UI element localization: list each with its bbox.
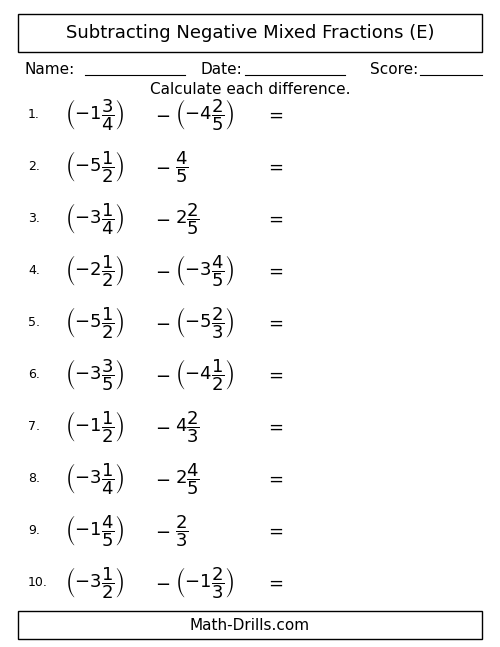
Text: 6.: 6.	[28, 369, 40, 382]
Text: 1.: 1.	[28, 109, 40, 122]
Text: $=$: $=$	[265, 262, 283, 280]
Text: $2\dfrac{4}{5}$: $2\dfrac{4}{5}$	[175, 461, 200, 497]
Text: $\dfrac{4}{5}$: $\dfrac{4}{5}$	[175, 149, 188, 185]
Text: 10.: 10.	[28, 576, 48, 589]
Text: $-$: $-$	[155, 418, 170, 436]
Text: $=$: $=$	[265, 158, 283, 176]
Text: $4\dfrac{2}{3}$: $4\dfrac{2}{3}$	[175, 409, 200, 445]
Text: $\left(-2\dfrac{1}{2}\right)$: $\left(-2\dfrac{1}{2}\right)$	[65, 253, 124, 289]
Text: 2.: 2.	[28, 160, 40, 173]
Text: $\left(-4\dfrac{1}{2}\right)$: $\left(-4\dfrac{1}{2}\right)$	[175, 357, 234, 393]
Text: $\left(-5\dfrac{1}{2}\right)$: $\left(-5\dfrac{1}{2}\right)$	[65, 149, 124, 185]
Text: Name:: Name:	[25, 61, 75, 76]
Text: $2\dfrac{2}{5}$: $2\dfrac{2}{5}$	[175, 201, 200, 237]
Text: $\left(-5\dfrac{1}{2}\right)$: $\left(-5\dfrac{1}{2}\right)$	[65, 305, 124, 341]
Text: $=$: $=$	[265, 418, 283, 436]
Text: $=$: $=$	[265, 210, 283, 228]
Text: $\dfrac{2}{3}$: $\dfrac{2}{3}$	[175, 513, 188, 549]
Text: $\left(-3\dfrac{1}{4}\right)$: $\left(-3\dfrac{1}{4}\right)$	[65, 461, 124, 497]
Text: $\left(-3\dfrac{4}{5}\right)$: $\left(-3\dfrac{4}{5}\right)$	[175, 253, 234, 289]
Text: Score:: Score:	[370, 61, 418, 76]
Text: $-$: $-$	[155, 262, 170, 280]
Text: $=$: $=$	[265, 106, 283, 124]
Text: $-$: $-$	[155, 314, 170, 332]
Text: $\left(-5\dfrac{2}{3}\right)$: $\left(-5\dfrac{2}{3}\right)$	[175, 305, 234, 341]
Text: $\left(-4\dfrac{2}{5}\right)$: $\left(-4\dfrac{2}{5}\right)$	[175, 97, 234, 133]
Text: $=$: $=$	[265, 314, 283, 332]
Text: $=$: $=$	[265, 522, 283, 540]
FancyBboxPatch shape	[18, 14, 482, 52]
Text: $\left(-3\dfrac{3}{5}\right)$: $\left(-3\dfrac{3}{5}\right)$	[65, 357, 124, 393]
Text: Math-Drills.com: Math-Drills.com	[190, 617, 310, 633]
Text: 5.: 5.	[28, 316, 40, 329]
Text: Date:: Date:	[200, 61, 242, 76]
Text: $\left(-1\dfrac{2}{3}\right)$: $\left(-1\dfrac{2}{3}\right)$	[175, 565, 234, 601]
Text: 3.: 3.	[28, 212, 40, 226]
Text: $\left(-3\dfrac{1}{2}\right)$: $\left(-3\dfrac{1}{2}\right)$	[65, 565, 124, 601]
Text: $-$: $-$	[155, 210, 170, 228]
Text: $\left(-1\dfrac{1}{2}\right)$: $\left(-1\dfrac{1}{2}\right)$	[65, 409, 124, 445]
Text: $=$: $=$	[265, 366, 283, 384]
Text: $=$: $=$	[265, 574, 283, 592]
Text: 8.: 8.	[28, 472, 40, 485]
Text: $-$: $-$	[155, 522, 170, 540]
Text: $\left(-1\dfrac{4}{5}\right)$: $\left(-1\dfrac{4}{5}\right)$	[65, 513, 124, 549]
Text: $-$: $-$	[155, 158, 170, 176]
Text: $-$: $-$	[155, 574, 170, 592]
Text: $-$: $-$	[155, 366, 170, 384]
Text: $-$: $-$	[155, 106, 170, 124]
Text: Subtracting Negative Mixed Fractions (E): Subtracting Negative Mixed Fractions (E)	[66, 24, 434, 42]
Text: $=$: $=$	[265, 470, 283, 488]
Text: 9.: 9.	[28, 525, 40, 538]
Text: 7.: 7.	[28, 421, 40, 433]
Text: 4.: 4.	[28, 265, 40, 278]
Text: $\left(-3\dfrac{1}{4}\right)$: $\left(-3\dfrac{1}{4}\right)$	[65, 201, 124, 237]
FancyBboxPatch shape	[18, 611, 482, 639]
Text: $\left(-1\dfrac{3}{4}\right)$: $\left(-1\dfrac{3}{4}\right)$	[65, 97, 124, 133]
Text: $-$: $-$	[155, 470, 170, 488]
Text: Calculate each difference.: Calculate each difference.	[150, 83, 350, 98]
